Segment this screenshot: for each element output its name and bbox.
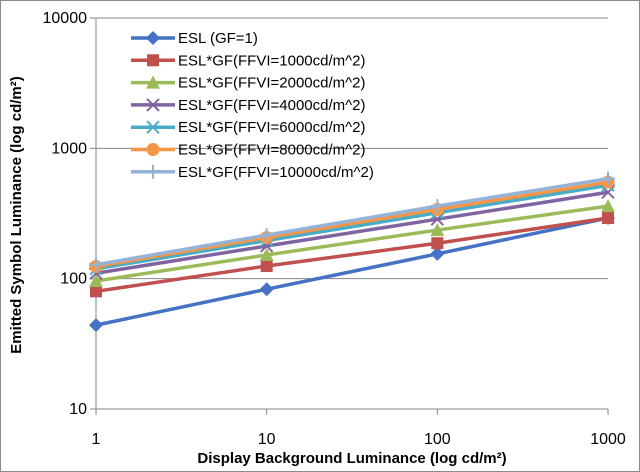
legend-entry: ESL*GF(FFVI=10000cd/m^2) [131,164,374,181]
series-3 [89,199,615,287]
legend-marker [146,120,160,134]
x-tick-label: 1 [92,431,101,448]
series-line [95,183,609,271]
legend-entry: ESL*GF(FFVI=1000cd/m^2) [131,52,366,69]
legend-entry: ESL*GF(FFVI=6000cd/m^2) [131,119,366,136]
x-tick-label: 1000 [590,431,626,448]
data-point [260,260,273,273]
y-tick-label: 10000 [43,10,88,27]
legend-entry: ESL*GF(FFVI=2000cd/m^2) [131,75,366,92]
legend-label: ESL*GF(FFVI=1000cd/m^2) [178,52,366,69]
series-2 [90,212,614,298]
series-line [95,216,609,294]
legend-entry: ESL*GF(FFVI=4000cd/m^2) [131,97,366,114]
legend-label: ESL*GF(FFVI=10000cd/m^2) [178,164,374,181]
series-line [95,176,609,267]
y-tick-label: 10 [69,401,87,418]
x-tick-label: 100 [424,431,451,448]
legend-label: ESL (GF=1) [178,30,258,47]
data-point [430,223,445,237]
data-point [259,247,274,261]
legend: ESL (GF=1) ESL*GF(FFVI=1000cd/m^2) ESL*GF(… [131,30,374,181]
x-axis-title: Display Background Luminance (log cd/m²) [197,450,506,467]
series-line [95,180,609,269]
series-layer [89,171,615,333]
legend-label: ESL*GF(FFVI=4000cd/m^2) [178,97,366,114]
series-line [95,216,609,327]
series-line [95,190,609,275]
legend-entry: ESL (GF=1) [131,30,258,47]
legend-marker [146,143,160,156]
tick-labels: 10 100 1000 10000 1 10 100 1000 [43,10,626,448]
data-point [430,199,445,214]
data-point [430,246,445,261]
data-point [89,318,103,333]
y-tick-label: 100 [60,271,87,288]
legend-label: ESL*GF(FFVI=2000cd/m^2) [178,75,366,92]
legend-marker [146,75,160,89]
data-point [431,237,444,250]
legend-label: ESL*GF(FFVI=6000cd/m^2) [178,119,366,136]
legend-marker [146,98,160,112]
data-point [602,212,614,225]
x-tick-label: 10 [258,431,276,448]
y-axis-title: Emitted Symbol Luminance (log cd/m²) [8,76,25,354]
data-point [259,228,274,243]
data-point [90,285,102,298]
series-line [95,204,609,283]
axes [90,17,609,415]
series-7 [89,171,615,272]
data-point [89,257,103,272]
legend-marker [146,31,160,45]
y-tick-label: 1000 [51,140,87,157]
legend-marker [147,54,159,67]
legend-entry: ESL*GF(FFVI=8000cd/m^2) [131,142,366,159]
legend-label: ESL*GF(FFVI=8000cd/m^2) [178,142,366,159]
data-point [601,171,615,186]
data-point [259,282,274,297]
legend-marker [146,164,160,179]
data-point [601,199,615,213]
data-point [89,273,103,287]
